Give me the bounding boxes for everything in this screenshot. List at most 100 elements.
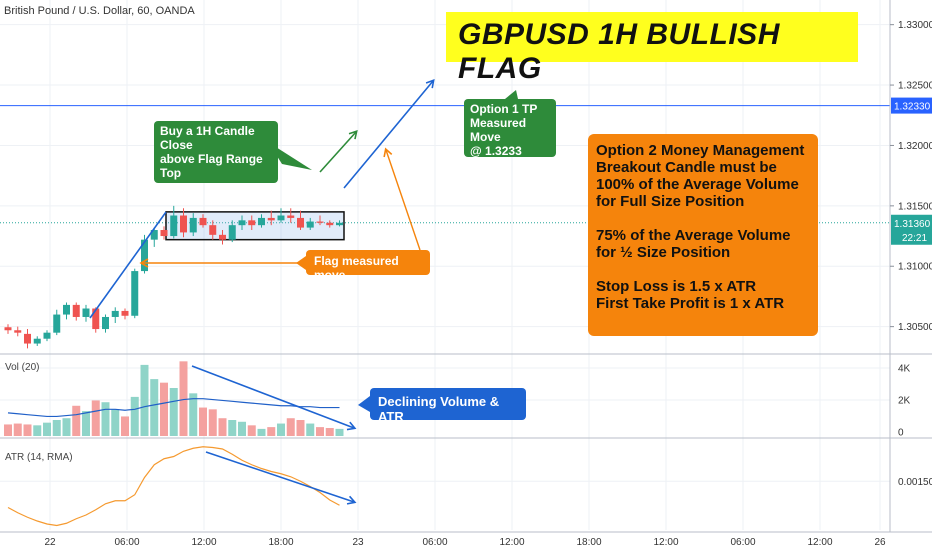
- volume-bars: [4, 361, 344, 436]
- candle-body: [189, 217, 197, 233]
- volume-bar: [199, 407, 207, 436]
- mm-spacer: [596, 261, 810, 278]
- buy-note-box: Buy a 1H Candle Close above Flag Range T…: [154, 121, 278, 183]
- mm-line: First Take Profit is 1 x ATR: [596, 295, 785, 312]
- volume-bar: [72, 405, 81, 436]
- price-tick-label: 1.32500: [898, 81, 932, 92]
- tp-price-tag-label: 1.32330: [894, 102, 931, 113]
- volume-bar: [101, 402, 110, 436]
- axes: 1.33000 1.32500 1.32000 1.31500 1.31000 1.305…: [5, 20, 932, 548]
- price-tick-label: 1.31000: [898, 262, 932, 273]
- option1-tp-line: Option 1 TP: [470, 102, 538, 116]
- volume-bar: [140, 364, 149, 436]
- volume-tick-label: 0: [898, 428, 904, 439]
- volume-ma-line: [7, 398, 340, 418]
- candle-body: [131, 271, 139, 316]
- volume-bar: [43, 422, 51, 436]
- time-tick-label: 22: [44, 537, 56, 548]
- candle-body: [111, 310, 119, 317]
- symbol-label[interactable]: British Pound / U.S. Dollar, 60, OANDA: [4, 5, 195, 17]
- volume-bar: [23, 424, 32, 436]
- candle-body: [209, 225, 217, 235]
- time-tick-label: 18:00: [268, 537, 293, 548]
- candle-body: [63, 304, 70, 315]
- volume-bar: [13, 423, 22, 436]
- volume-bar: [277, 423, 285, 436]
- volume-bar: [91, 400, 100, 436]
- price-tick-label: 1.31500: [898, 201, 932, 212]
- price-tick-label: 1.30500: [898, 322, 932, 333]
- flag-measured-pointer: [296, 256, 306, 270]
- volume-bar: [218, 418, 227, 436]
- time-tick-label: 06:00: [422, 537, 447, 548]
- candle-body: [141, 239, 148, 272]
- mm-line: Option 2 Money Management: [596, 142, 805, 159]
- volume-bar: [189, 393, 198, 436]
- declining-text: Declining Volume & ATR: [378, 394, 500, 424]
- volume-bar: [257, 428, 266, 436]
- time-tick-label: 12:00: [807, 537, 832, 548]
- atr-pane-label: ATR (14, RMA): [5, 452, 73, 463]
- candle-body: [43, 332, 51, 339]
- atr-tick-label: 0.00150: [898, 477, 932, 488]
- volume-bar: [130, 396, 139, 436]
- volume-bar: [150, 379, 159, 436]
- time-tick-label: 26: [874, 537, 886, 548]
- volume-tick-label: 4K: [898, 364, 911, 375]
- candle-body: [199, 217, 207, 226]
- price-tick-label: 1.32000: [898, 141, 932, 152]
- volume-bar: [325, 428, 334, 436]
- candle-body: [277, 215, 285, 221]
- volume-bar: [179, 361, 188, 436]
- volume-bar: [62, 418, 71, 436]
- candle-body: [160, 230, 168, 237]
- buy-note-pointer: [268, 142, 312, 170]
- volume-bar: [160, 382, 168, 436]
- declining-box: Declining Volume & ATR: [370, 388, 526, 424]
- volume-pane-label: Vol (20): [5, 362, 39, 373]
- atr-line: [7, 446, 340, 527]
- current-price-tag-label: 1.31360: [894, 219, 931, 230]
- candle-body: [238, 220, 246, 226]
- candle-body: [24, 333, 31, 344]
- tp-price-tag: [891, 97, 932, 114]
- pane-separators: [0, 0, 932, 533]
- volume-bar: [121, 416, 129, 436]
- volume-bar: [247, 425, 256, 436]
- atr-decline-arrow: [205, 451, 357, 505]
- candle-body: [326, 222, 334, 226]
- candle-body: [316, 221, 324, 223]
- mm-line: 75% of the Average Volume: [596, 227, 791, 244]
- chart-title-text: GBPUSD 1H BULLISH FLAG: [458, 18, 780, 85]
- mm-spacer: [596, 210, 810, 227]
- volume-bar: [316, 427, 324, 436]
- candle-body: [180, 215, 187, 233]
- buy-note-line: above Flag Range Top: [160, 152, 263, 180]
- volume-bar: [82, 411, 90, 436]
- volume-bar: [169, 388, 178, 436]
- candle-body: [258, 217, 265, 226]
- atr-series-line: [7, 446, 340, 527]
- volume-tick-label: 2K: [898, 396, 911, 407]
- candle-body: [53, 314, 61, 333]
- flag-measured-text: Flag measured move: [314, 254, 399, 282]
- option1-tp-line: Measured Move: [470, 116, 527, 144]
- candle-body: [92, 308, 100, 330]
- candle-body: [297, 217, 304, 228]
- candle-body: [336, 222, 343, 226]
- candle-body: [33, 338, 41, 344]
- buy-note-line: Buy a 1H Candle Close: [160, 124, 255, 152]
- measured-move-arrow: [343, 78, 435, 189]
- drawings: [89, 78, 518, 505]
- volume-bar: [228, 420, 237, 436]
- declining-pointer: [358, 396, 370, 412]
- mm-line: for ½ Size Position: [596, 244, 731, 261]
- volume-ma: [7, 398, 340, 418]
- chart-title: GBPUSD 1H BULLISH FLAG: [446, 12, 858, 85]
- price-tick-label: 1.33000: [898, 20, 932, 31]
- volume-bar: [296, 420, 305, 436]
- candle-body: [306, 221, 314, 228]
- flagpole-trend-line: [89, 211, 167, 319]
- candle-body: [228, 225, 236, 240]
